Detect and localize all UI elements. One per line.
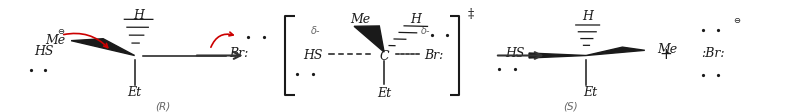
Text: Me: Me: [45, 34, 65, 47]
Text: HS: HS: [303, 48, 323, 61]
Text: Et: Et: [377, 86, 391, 99]
Text: HS: HS: [34, 45, 53, 58]
Text: ⊖: ⊖: [58, 27, 64, 36]
Text: :Br:: :Br:: [701, 46, 725, 59]
Text: Et: Et: [128, 85, 142, 98]
Text: δ-: δ-: [310, 25, 320, 35]
Polygon shape: [71, 39, 135, 56]
Text: ⊖: ⊖: [733, 16, 740, 25]
Text: +: +: [659, 46, 672, 61]
Text: Me: Me: [657, 43, 677, 56]
FancyArrowPatch shape: [498, 53, 542, 59]
Text: Me: Me: [350, 13, 371, 26]
FancyArrowPatch shape: [211, 33, 233, 48]
Text: H: H: [133, 9, 144, 22]
Text: (R): (R): [154, 100, 170, 110]
Text: ‡: ‡: [467, 8, 474, 21]
Polygon shape: [529, 54, 586, 58]
Polygon shape: [586, 48, 645, 56]
Text: δ-: δ-: [421, 25, 431, 35]
Text: H: H: [582, 10, 593, 23]
Text: H: H: [410, 13, 421, 26]
Text: (S): (S): [563, 100, 577, 110]
Text: HS: HS: [505, 46, 525, 59]
Text: Br:: Br:: [230, 46, 249, 59]
Text: Br:: Br:: [424, 48, 443, 61]
FancyArrowPatch shape: [197, 53, 241, 59]
Text: Et: Et: [583, 85, 597, 98]
Text: C: C: [379, 50, 389, 62]
FancyArrowPatch shape: [63, 34, 108, 48]
Polygon shape: [354, 27, 384, 53]
